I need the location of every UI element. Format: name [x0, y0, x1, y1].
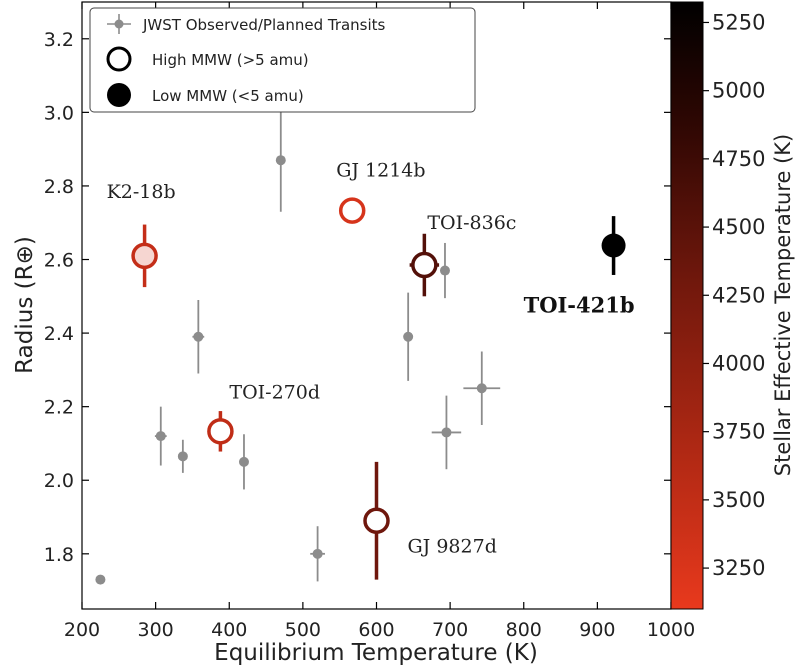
colorbar-tick-label: 5250 — [712, 10, 765, 34]
jwst-point — [154, 406, 167, 466]
legend: JWST Observed/Planned Transits High MMW … — [89, 7, 476, 113]
x-tick-label: 300 — [137, 619, 173, 641]
planet-label: GJ 9827d — [408, 536, 497, 558]
x-axis-ticks: 200 300 400 500 600 700 800 900 1000 — [64, 2, 695, 641]
colorbar-tick-label: 5000 — [712, 79, 765, 103]
colorbar-tick-label: 4750 — [712, 147, 765, 171]
y-tick-label: 2.8 — [44, 176, 74, 198]
legend-marker-high-mmw — [106, 46, 132, 72]
colorbar-label: Stellar Effective Temperature (K) — [771, 134, 795, 476]
colorbar-tick-label: 3500 — [712, 488, 765, 512]
planet-label: TOI-836c — [427, 212, 516, 234]
colorbar-tick-label: 4000 — [712, 351, 765, 375]
jwst-point — [431, 395, 462, 470]
x-tick-label: 700 — [432, 619, 468, 641]
jwst-point — [403, 292, 414, 381]
legend-marker-jwst — [107, 14, 131, 34]
colorbar-ticks: 3250 3500 3750 4000 4250 4500 4750 5000 5250 — [703, 10, 765, 580]
legend-marker-low-mmw — [107, 83, 131, 107]
planet-point — [409, 233, 440, 297]
marks-layer — [95, 108, 626, 585]
jwst-point — [275, 108, 286, 212]
x-tick-label: 800 — [506, 619, 542, 641]
x-tick-label: 600 — [358, 619, 394, 641]
planet-point — [131, 224, 158, 288]
planet-point — [338, 197, 366, 224]
planet-label: TOI-270d — [229, 381, 320, 403]
x-tick-label: 200 — [64, 619, 100, 641]
jwst-point — [439, 242, 450, 299]
y-tick-label: 2.4 — [44, 323, 74, 345]
x-tick-label: 400 — [211, 619, 247, 641]
y-tick-label: 2.6 — [44, 250, 74, 272]
y-tick-label: 2.2 — [44, 397, 74, 419]
x-axis-label: Equilibrium Temperature (K) — [214, 640, 538, 666]
colorbar-tick-label: 4250 — [712, 283, 765, 307]
colorbar — [670, 1, 704, 610]
legend-label-high-mmw: High MMW (>5 amu) — [152, 51, 309, 69]
legend-box — [89, 7, 476, 113]
jwst-point — [463, 351, 501, 426]
colorbar-tick-label: 4500 — [712, 215, 765, 239]
x-tick-label: 1000 — [647, 619, 695, 641]
planet-label: K2-18b — [107, 181, 176, 203]
jwst-point — [192, 299, 205, 374]
y-tick-label: 3.2 — [44, 29, 74, 51]
jwst-point — [238, 434, 249, 490]
planet-point — [207, 411, 234, 452]
legend-label-jwst: JWST Observed/Planned Transits — [142, 16, 386, 34]
jwst-point — [310, 526, 325, 582]
colorbar-tick-label: 3750 — [712, 420, 765, 444]
jwst-point — [95, 574, 106, 585]
colorbar-tick-label: 3250 — [712, 556, 765, 580]
planet-point — [601, 216, 626, 275]
legend-label-low-mmw: Low MMW (<5 amu) — [152, 87, 304, 105]
annotations-layer: K2-18b GJ 1214b TOI-836c TOI-270d GJ 9827d TO… — [107, 160, 635, 558]
planet-label: TOI-421b — [524, 293, 635, 318]
x-tick-label: 900 — [579, 619, 615, 641]
y-axis-label: Radius (R⊕) — [12, 236, 38, 374]
y-axis-ticks: 1.8 2.0 2.2 2.4 2.6 2.8 3.0 3.2 — [44, 29, 671, 566]
y-tick-label: 3.0 — [44, 102, 74, 124]
y-tick-label: 2.0 — [44, 470, 74, 492]
jwst-point — [177, 439, 188, 473]
y-tick-label: 1.8 — [44, 544, 74, 566]
x-tick-label: 500 — [285, 619, 321, 641]
planet-point — [363, 461, 390, 580]
planet-label: GJ 1214b — [336, 160, 425, 182]
